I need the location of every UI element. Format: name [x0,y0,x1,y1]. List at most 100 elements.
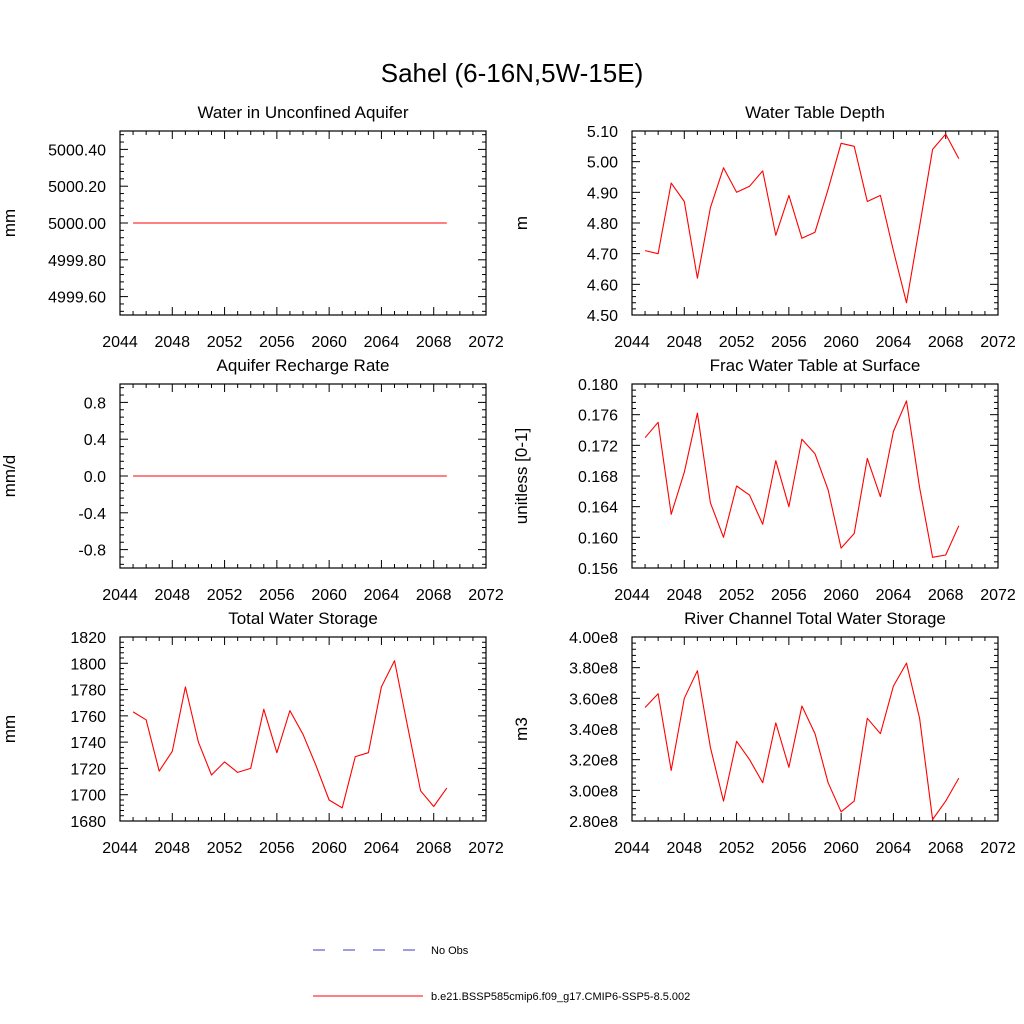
panel-4: Frac Water Table at Surface 2044 2048 2052 2… [512,356,1016,604]
panel-title: Water in Unconfined Aquifer [197,103,408,122]
x-tick-label: 2064 [876,334,912,351]
y-tick-label: 4999.80 [48,253,106,270]
x-tick-label: 2052 [719,840,755,857]
y-tick-label: 0.180 [578,377,618,394]
x-tick-label: 2056 [771,334,807,351]
y-tick-label: 0.164 [578,500,618,517]
y-tick-label: 4.60 [587,277,618,294]
y-tick-label: 3.80e8 [569,661,618,678]
x-tick-label: 2048 [666,587,702,604]
x-tick-label: 2072 [980,587,1016,604]
y-tick-label: 1820 [70,630,106,647]
y-tick-label: 1800 [70,656,106,673]
x-tick-label: 2052 [207,587,243,604]
x-tick-label: 2052 [207,840,243,857]
series-line [644,400,960,558]
x-tick-label: 2072 [468,334,504,351]
x-tick-label: 2060 [311,334,347,351]
x-tick-label: 2052 [719,334,755,351]
y-tick-label: 3.20e8 [569,753,618,770]
x-tick-label: 2056 [259,334,295,351]
y-tick-label: 0.168 [578,469,618,486]
legend: No Obs b.e21.BSSP585cmip6.f09_g17.CMIP6-S… [313,945,690,1003]
x-tick-label: 2060 [823,840,859,857]
y-axis-label: mm/d [0,455,19,498]
y-tick-label: 0.4 [84,432,106,449]
y-axis-label: m [512,216,531,230]
y-axis-label: m3 [512,717,531,741]
panel-title: Aquifer Recharge Rate [217,356,390,375]
y-tick-label: 1780 [70,683,106,700]
y-tick-label: 4.00e8 [569,630,618,647]
x-tick-label: 2048 [154,587,190,604]
plot-frame [119,636,487,822]
x-tick-label: 2044 [102,840,138,857]
x-tick-label: 2052 [719,587,755,604]
panel-title: Frac Water Table at Surface [710,356,921,375]
y-axis-label: mm [0,209,19,237]
figure-title: Sahel (6-16N,5W-15E) [381,58,644,88]
y-tick-label: 1680 [70,814,106,831]
x-tick-label: 2072 [980,334,1016,351]
x-tick-label: 2048 [154,334,190,351]
y-tick-label: 4999.60 [48,290,106,307]
x-tick-label: 2072 [468,587,504,604]
x-tick-label: 2068 [416,334,452,351]
y-tick-label: 5000.00 [48,216,106,233]
x-tick-label: 2056 [771,587,807,604]
x-tick-label: 2068 [416,587,452,604]
panel-title: Total Water Storage [228,609,378,628]
x-tick-label: 2060 [311,840,347,857]
x-tick-label: 2056 [259,587,295,604]
y-tick-label: 0.0 [84,469,106,486]
x-tick-label: 2048 [666,334,702,351]
y-axis-label: unitless [0-1] [512,428,531,524]
panel-title: River Channel Total Water Storage [684,609,946,628]
panel-1: Water in Unconfined Aquifer 2044 2048 2052 2… [0,103,504,351]
panels-group: Water in Unconfined Aquifer 2044 2048 2052 2… [0,103,1016,857]
panel-6: River Channel Total Water Storage 2044 204… [512,609,1016,857]
legend-label-1: No Obs [431,945,469,957]
panel-title: Water Table Depth [745,103,885,122]
y-tick-label: 3.60e8 [569,691,618,708]
x-tick-label: 2044 [614,334,650,351]
x-tick-label: 2064 [364,334,400,351]
x-tick-label: 2048 [666,840,702,857]
x-tick-label: 2060 [823,334,859,351]
y-tick-label: 0.160 [578,530,618,547]
panel-2: Water Table Depth 2044 2048 2052 2056 2060 206… [512,103,1016,351]
legend-label-2: b.e21.BSSP585cmip6.f09_g17.CMIP6-SSP5-8.… [431,991,690,1003]
x-tick-label: 2044 [614,587,650,604]
y-tick-label: 0.176 [578,408,618,425]
y-tick-label: 0.156 [578,561,618,578]
x-tick-label: 2064 [364,840,400,857]
series-line [644,133,960,304]
x-tick-label: 2068 [928,334,964,351]
y-tick-label: 0.172 [578,438,618,455]
plot-frame [631,383,999,569]
x-tick-label: 2044 [614,840,650,857]
plot-frame [631,130,999,316]
series-line [132,660,448,809]
x-tick-label: 2072 [468,840,504,857]
series-line [644,662,960,821]
y-tick-label: -0.8 [78,543,106,560]
x-tick-label: 2064 [876,840,912,857]
x-tick-label: 2060 [823,587,859,604]
y-tick-label: 4.80 [587,216,618,233]
x-tick-label: 2052 [207,334,243,351]
y-tick-label: 4.70 [587,247,618,264]
x-tick-label: 2044 [102,334,138,351]
panel-5: Total Water Storage 2044 2048 2052 2056 2060 2… [0,609,504,857]
y-tick-label: 3.00e8 [569,783,618,800]
y-tick-label: 1740 [70,735,106,752]
panel-3: Aquifer Recharge Rate 2044 2048 2052 2056 206… [0,356,504,604]
y-tick-label: 1700 [70,788,106,805]
y-tick-label: 5.00 [587,155,618,172]
x-tick-label: 2068 [416,840,452,857]
y-axis-label: mm [0,715,19,743]
y-tick-label: 3.40e8 [569,722,618,739]
x-tick-label: 2064 [876,587,912,604]
y-tick-label: 5.10 [587,124,618,141]
x-tick-label: 2048 [154,840,190,857]
